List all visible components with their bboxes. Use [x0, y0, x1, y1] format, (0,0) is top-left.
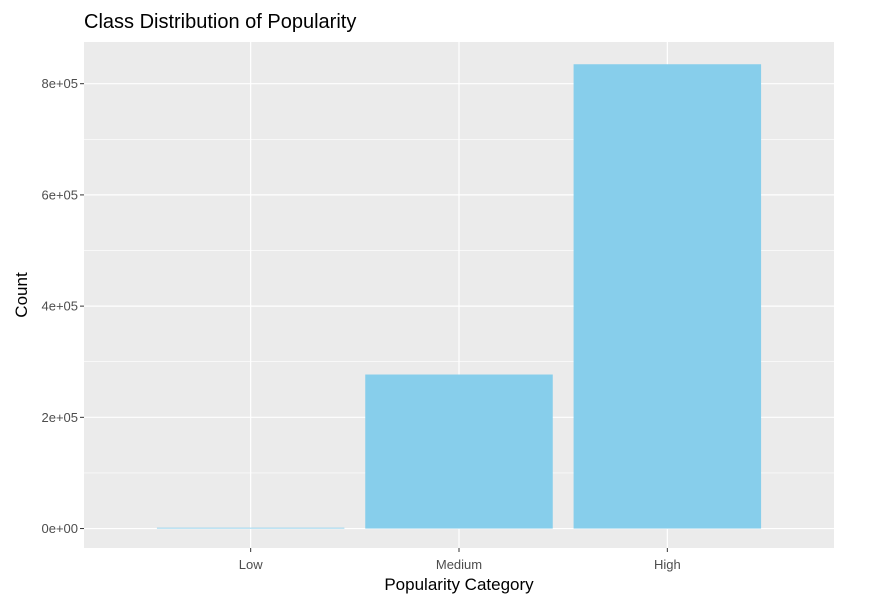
bars: [156, 64, 762, 529]
y-tick-label: 6e+05: [41, 187, 78, 202]
x-axis-title: Popularity Category: [384, 575, 534, 594]
bar-high: [573, 64, 762, 529]
x-tick-label: Medium: [436, 557, 482, 572]
y-tick-label: 4e+05: [41, 299, 78, 314]
bar-medium: [365, 374, 553, 529]
x-tick-label: High: [654, 557, 681, 572]
x-axis: Low Medium High: [239, 548, 681, 572]
y-axis-title: Count: [12, 272, 31, 318]
chart-title: Class Distribution of Popularity: [84, 11, 356, 33]
bar-low: [156, 527, 345, 529]
y-axis: 0e+00 2e+05 4e+05 6e+05 8e+05: [41, 76, 84, 536]
y-tick-label: 0e+00: [41, 521, 78, 536]
y-tick-label: 2e+05: [41, 410, 78, 425]
y-tick-label: 8e+05: [41, 76, 78, 91]
x-tick-label: Low: [239, 557, 263, 572]
